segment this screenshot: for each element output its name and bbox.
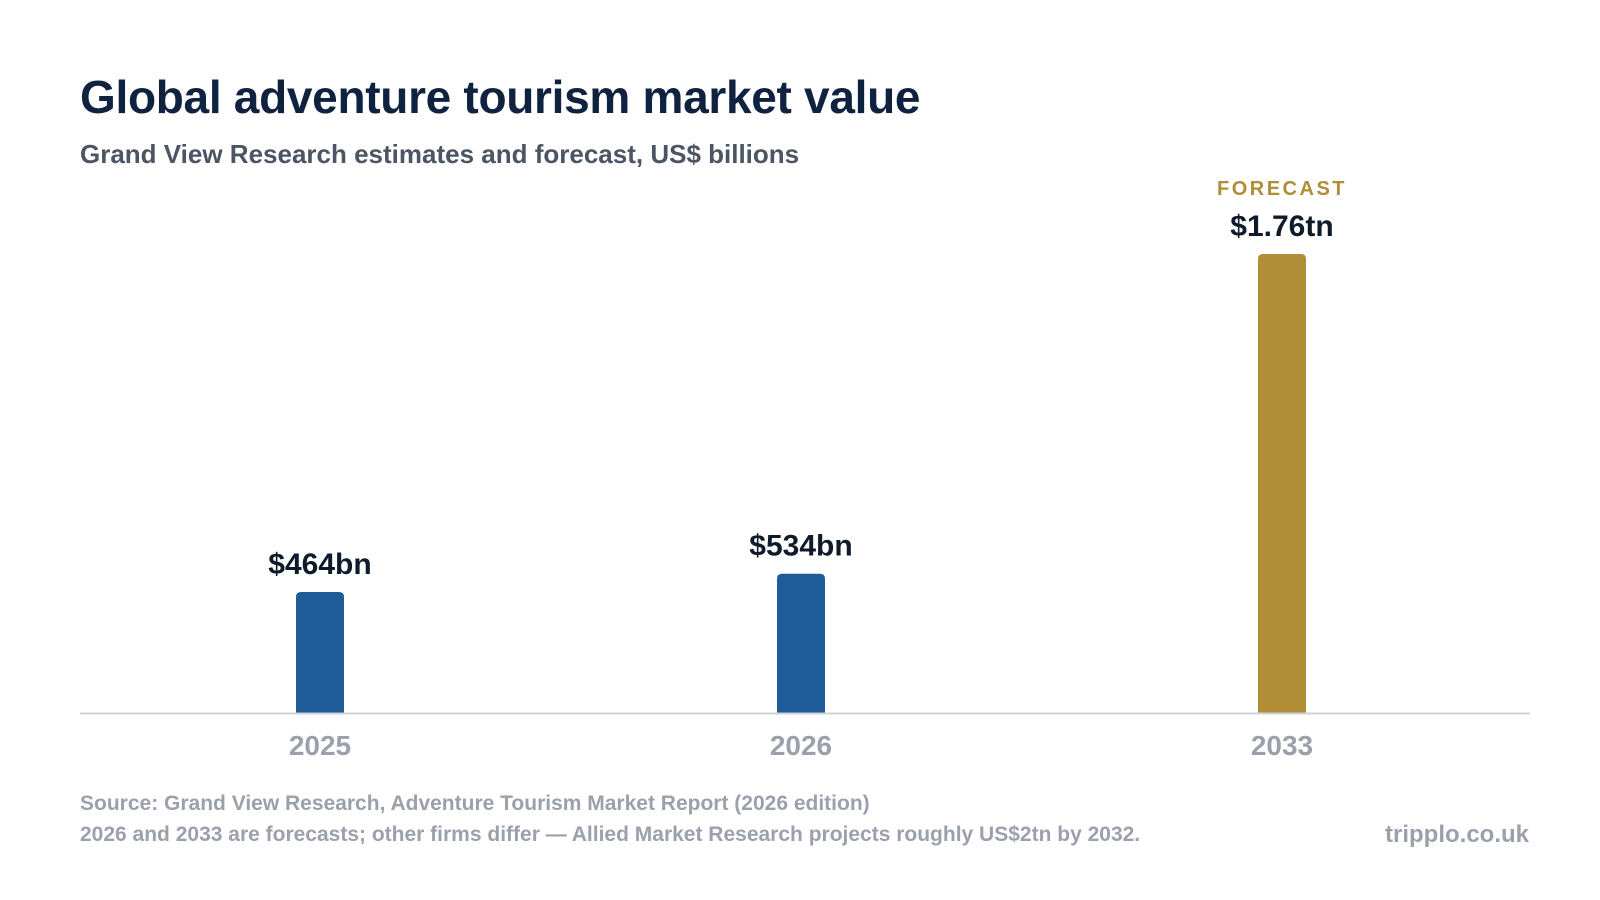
x-tick-label-2033: 2033 xyxy=(1251,730,1313,761)
source-note: Source: Grand View Research, Adventure T… xyxy=(80,792,870,815)
forecast-label: FORECAST xyxy=(1217,178,1347,200)
bar-2026 xyxy=(777,573,825,713)
value-label-2033: $1.76tn xyxy=(1230,210,1333,243)
value-label-2026: $534bn xyxy=(749,530,852,563)
value-label-2025: $464bn xyxy=(268,548,371,581)
bar-2025 xyxy=(296,591,344,713)
bar-2033 xyxy=(1258,254,1306,713)
chart-title: Global adventure tourism market value xyxy=(80,71,921,123)
x-tick-label-2026: 2026 xyxy=(770,730,832,761)
chart-subtitle: Grand View Research estimates and foreca… xyxy=(80,139,800,169)
brand-credit: tripplo.co.uk xyxy=(1385,821,1529,848)
x-tick-label-2025: 2025 xyxy=(289,730,351,761)
forecast-note: 2026 and 2033 are forecasts; other firms… xyxy=(80,823,1141,846)
